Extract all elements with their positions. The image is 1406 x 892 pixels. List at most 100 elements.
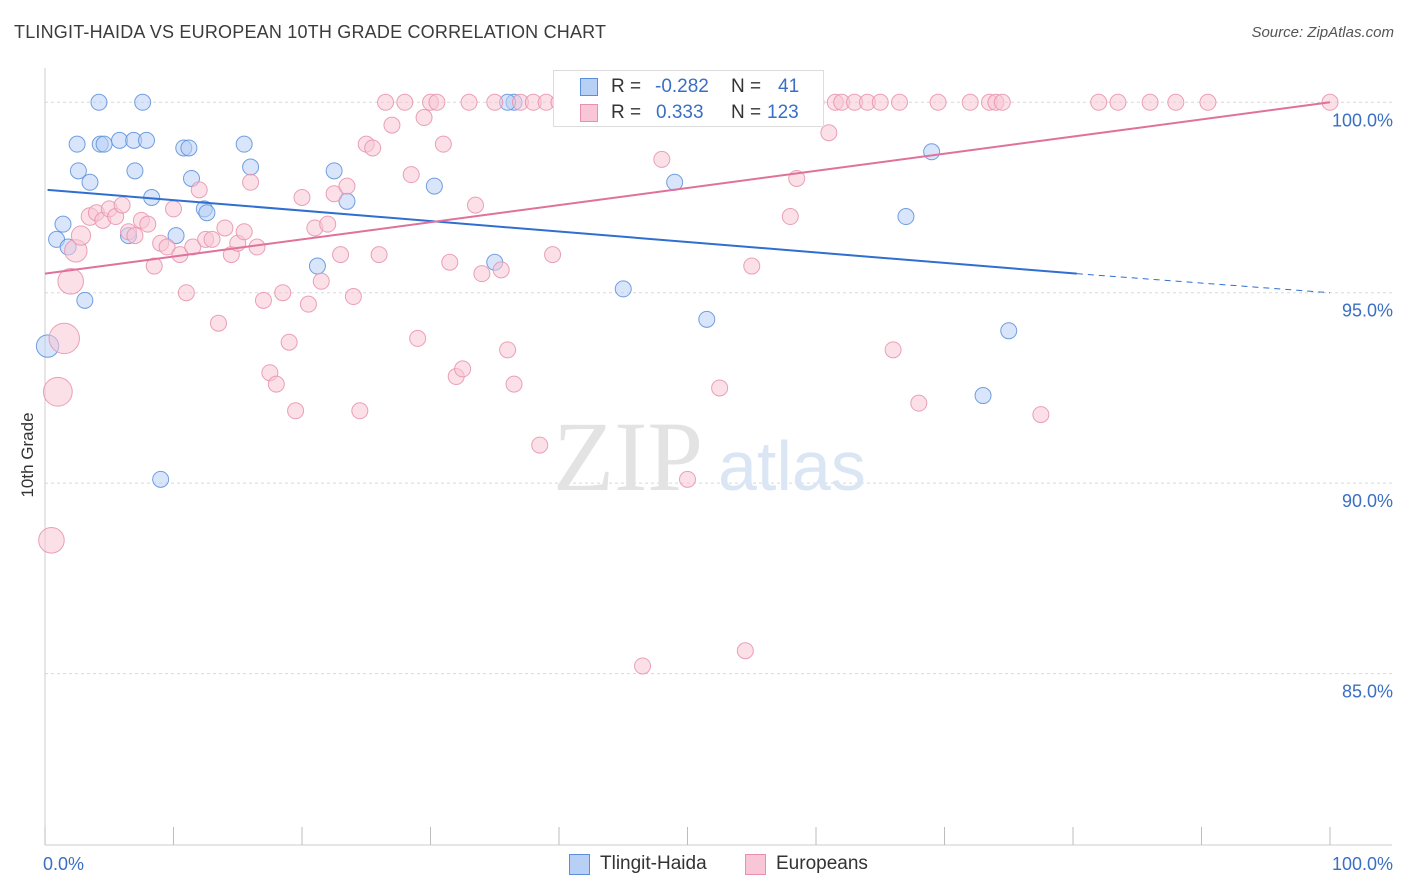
european-point [293,189,311,206]
european-point [184,238,202,256]
european-point [383,116,401,134]
european-point [48,322,80,355]
tlingit-point [897,208,915,226]
european-point [325,185,343,203]
european-point [473,265,491,283]
european-point [319,215,337,233]
tlingit-point [325,162,343,180]
trend-line-europeans [44,101,1331,275]
european-point [338,177,356,195]
european-point [993,93,1011,111]
r-value-tlingit: -0.282 [655,76,709,97]
legend-label-europeans: Europeans [776,853,868,874]
stats-row-europeans: R = 0.333 N = 123 [554,100,823,126]
european-point [910,394,928,412]
european-point [1090,93,1108,111]
stats-legend: R = -0.282 N = 41 R = 0.333 N = 123 [553,70,824,127]
trend-line-extension [1076,273,1331,294]
european-point [505,375,523,393]
european-point [871,93,889,111]
tlingit-point [235,135,253,153]
european-point [280,333,298,351]
n-value-tlingit: 41 [778,76,800,97]
tlingit-point [111,131,129,149]
european-point [254,291,272,309]
watermark: ZIP atlas [553,401,866,512]
tlingit-point [180,139,198,157]
european-point [344,288,362,306]
european-point [145,257,163,275]
x-tick-label: 0.0% [43,854,84,874]
european-point [70,225,92,246]
tlingit-point [425,177,443,195]
european-point [820,124,838,142]
european-point [113,196,131,214]
tlingit-point [81,173,99,191]
european-point [736,642,754,660]
european-point [711,379,729,397]
european-point [396,93,414,111]
european-point [312,272,330,290]
n-label: N = [731,102,762,123]
european-point [1109,93,1127,111]
tlingit-point [167,227,185,245]
y-tick-label: 100.0% [1332,110,1393,130]
axes [44,68,1392,846]
tlingit-point [614,280,632,298]
european-point [891,93,909,111]
tlingit-point [95,135,113,153]
european-point [299,295,317,313]
tlingit-point [698,310,716,328]
european-point [460,93,478,111]
european-point [402,166,420,184]
european-point [653,150,671,168]
european-point [242,173,260,191]
gridlines [45,101,1392,675]
tlingit-point [666,173,684,191]
european-point [466,196,484,214]
y-axis-title: 10th Grade [18,412,37,497]
europeans-swatch [580,104,598,122]
european-point [177,284,195,302]
tlingit-point [152,470,170,488]
y-tick-label: 95.0% [1342,301,1393,321]
r-value-europeans: 0.333 [656,102,704,123]
european-point [531,436,549,454]
european-point [190,181,208,199]
series-legend: Tlingit-Haida Europeans [0,850,1406,880]
x-tick-label: 100.0% [1332,854,1393,874]
european-point [1141,93,1159,111]
tlingit-point [54,215,72,233]
source-label: Source: ZipAtlas.com [1251,24,1394,41]
european-point [364,139,382,157]
data-points [35,93,1339,675]
trend-lines [44,101,1331,294]
european-point [332,246,350,264]
european-point [781,208,799,226]
european-point [454,360,472,378]
european-point [544,246,562,264]
european-point [377,93,395,111]
european-point [679,470,696,488]
european-point [884,341,902,359]
tlingit-point [1000,322,1018,340]
european-point [209,314,227,332]
tlingit-point [68,135,86,153]
european-point [216,219,234,237]
european-point [634,657,652,675]
tlingit-point [923,143,941,161]
european-point [409,329,427,347]
n-label: N = [731,76,762,97]
european-point [1199,93,1217,111]
european-point [499,341,517,359]
european-point [441,253,459,271]
y-tick-label: 85.0% [1342,682,1393,702]
stats-row-tlingit: R = -0.282 N = 41 [554,74,823,100]
european-point [961,93,979,111]
european-point [267,375,285,393]
tlingit-point [308,257,326,275]
tlingit-point [198,204,216,222]
tlingit-point [90,93,108,111]
r-label: R = [611,102,642,123]
